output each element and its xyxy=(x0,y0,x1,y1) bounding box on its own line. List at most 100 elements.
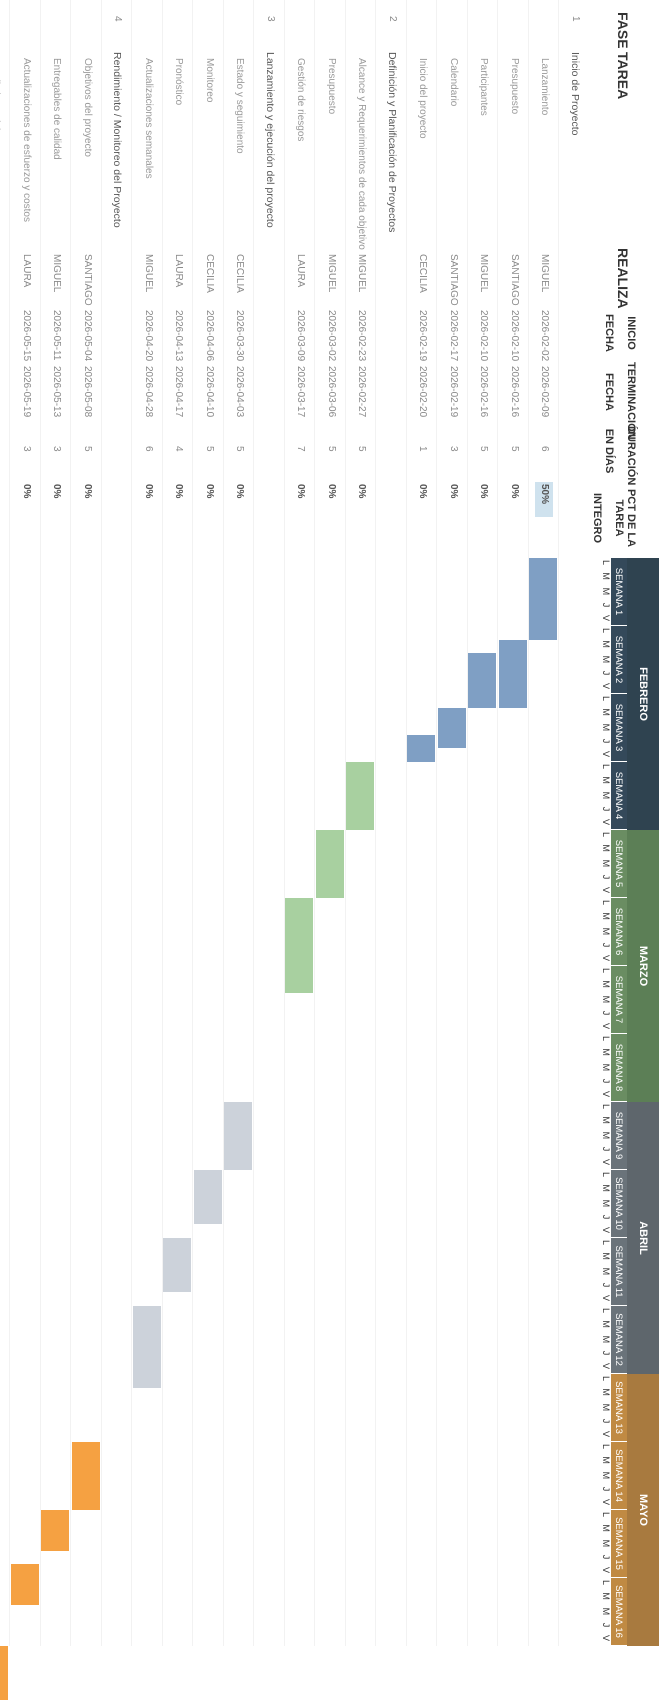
phase-number: 3 xyxy=(265,16,276,22)
assignee: MIGUEL xyxy=(51,254,63,293)
start-date: 2026-04-20 xyxy=(143,310,154,362)
end-date: 2026-05-29 xyxy=(0,366,2,417)
start-date: 2026-03-02 xyxy=(326,310,337,362)
gantt-bar[interactable] xyxy=(0,1646,9,1700)
task-name: Inicio del proyecto xyxy=(417,58,429,139)
gantt-bar[interactable] xyxy=(224,1102,253,1170)
end-date: 2026-05-13 xyxy=(51,366,63,418)
gantt-bar[interactable] xyxy=(285,898,314,994)
row-divider xyxy=(497,0,499,1646)
task-name: Pronóstico xyxy=(173,58,185,106)
task-name: Rendimiento del proyecto xyxy=(0,58,2,171)
row-divider xyxy=(467,0,468,1646)
assignee: MIGUEL xyxy=(143,254,154,293)
progress-percent: 0% xyxy=(143,484,154,499)
gantt-bar[interactable] xyxy=(133,1306,161,1388)
end-date: 2026-04-17 xyxy=(173,366,185,418)
gantt-bar[interactable] xyxy=(163,1238,192,1293)
duration-days: 7 xyxy=(295,446,307,452)
start-date: 2026-05-11 xyxy=(51,310,63,361)
end-date: 2026-02-27 xyxy=(356,366,368,418)
start-date: 2026-04-13 xyxy=(173,310,185,362)
row-divider xyxy=(223,0,224,1646)
end-date: 2026-03-06 xyxy=(326,366,337,418)
gantt-bar[interactable] xyxy=(41,1510,70,1551)
duration-days: 5 xyxy=(326,446,337,452)
assignee: CECILIA xyxy=(417,254,429,293)
progress-percent: 0% xyxy=(51,484,63,499)
duration-days: 5 xyxy=(478,446,490,452)
task-name: Entregables de calidad xyxy=(51,58,63,160)
progress-percent: 0% xyxy=(204,484,215,499)
gantt-bar[interactable] xyxy=(316,830,344,898)
gantt-bar[interactable] xyxy=(529,558,558,640)
end-date: 2026-05-19 xyxy=(21,366,32,418)
progress-percent: 0% xyxy=(448,484,459,499)
duration-days: 3 xyxy=(21,446,32,452)
gantt-bar[interactable] xyxy=(346,762,375,830)
start-date: 2026-02-17 xyxy=(448,310,459,362)
duration-days: 1 xyxy=(417,446,429,452)
gantt-bar[interactable] xyxy=(72,1442,100,1510)
row-divider xyxy=(162,0,163,1646)
row-divider xyxy=(9,0,11,1646)
gantt-bar[interactable] xyxy=(407,734,436,762)
progress-percent: 50% xyxy=(539,484,551,505)
assignee: MIGUEL xyxy=(539,254,551,293)
duration-days: 5 xyxy=(234,446,246,452)
start-date: 2026-02-10 xyxy=(509,310,520,362)
end-date: 2026-03-17 xyxy=(295,366,307,418)
end-date: 2026-05-08 xyxy=(82,366,93,418)
phase-number: 1 xyxy=(570,16,581,22)
task-name: Monitoreo xyxy=(204,58,215,103)
task-name: Lanzamiento xyxy=(539,58,551,116)
end-date: 2026-02-16 xyxy=(478,366,490,418)
end-date: 2026-04-03 xyxy=(234,366,246,418)
assignee: LAURA xyxy=(173,254,185,288)
row-divider xyxy=(314,0,316,1646)
row-divider xyxy=(70,0,72,1646)
phase-number: 2 xyxy=(387,16,398,22)
start-date: 2026-03-09 xyxy=(295,310,307,362)
assignee: CECILIA xyxy=(234,254,246,293)
assignee: SANTIAGO xyxy=(448,254,459,306)
progress-percent: 0% xyxy=(356,484,368,499)
end-date: 2026-02-19 xyxy=(448,366,459,418)
task-name: Gestión de riesgos xyxy=(295,58,307,142)
progress-percent: 0% xyxy=(234,484,246,499)
row-divider xyxy=(375,0,377,1646)
duration-days: 6 xyxy=(539,446,551,452)
duration-days: 3 xyxy=(51,446,63,452)
gantt-bar[interactable] xyxy=(499,639,527,708)
row-divider xyxy=(192,0,194,1646)
progress-percent: 0% xyxy=(82,484,93,499)
start-date: 2026-02-23 xyxy=(356,310,368,362)
assignee: CECILIA xyxy=(0,254,2,293)
start-date: 2026-02-19 xyxy=(417,310,429,362)
assignee: LAURA xyxy=(295,254,307,288)
phase-title: Rendimiento / Monitoreo del Proyecto xyxy=(111,52,124,228)
end-date: 2026-02-16 xyxy=(509,366,520,418)
assignee: LAURA xyxy=(21,254,32,288)
gantt-bar[interactable] xyxy=(438,707,466,749)
progress-percent: 0% xyxy=(478,484,490,499)
gantt-bar[interactable] xyxy=(194,1170,222,1225)
task-name: Estado y seguimiento xyxy=(234,58,246,154)
row-divider xyxy=(253,0,255,1646)
duration-days: 5 xyxy=(509,446,520,452)
progress-percent: 0% xyxy=(295,484,307,499)
duration-days: 4 xyxy=(173,446,185,452)
phase-title: Definición y Planificación de Proyectos xyxy=(386,52,398,233)
task-name: Presupuesto xyxy=(509,58,520,115)
assignee: SANTIAGO xyxy=(509,254,520,306)
assignee: CECILIA xyxy=(204,254,215,293)
gantt-bar[interactable] xyxy=(468,653,497,708)
end-date: 2026-04-10 xyxy=(204,366,215,418)
duration-days: 6 xyxy=(143,446,154,452)
task-name: Objetivos del proyecto xyxy=(82,58,93,157)
progress-percent: 0% xyxy=(0,484,2,498)
start-date: 2026-04-06 xyxy=(204,310,215,362)
gantt-bar[interactable] xyxy=(11,1564,39,1606)
start-date: 2026-05-04 xyxy=(82,310,93,362)
